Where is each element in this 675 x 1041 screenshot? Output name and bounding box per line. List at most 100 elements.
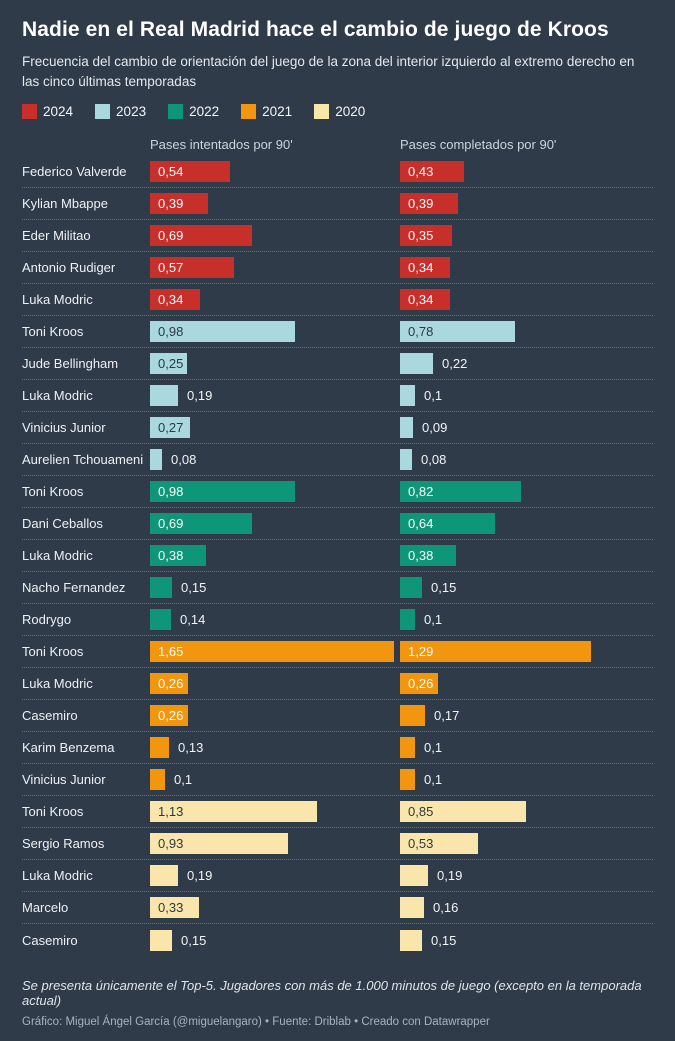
player-row: Toni Kroos 1,65 1,29 [22, 636, 653, 669]
player-name: Casemiro [22, 932, 78, 948]
bar-cell-intentados: 0,33 [150, 897, 400, 919]
bar-value-completados: 0,64 [408, 516, 434, 532]
bar-intentados [150, 705, 188, 727]
bar-cell-completados: 0,09 [400, 417, 653, 439]
bar-cell-completados: 0,26 [400, 673, 653, 695]
legend-swatch-icon [168, 104, 184, 120]
bar-value-intentados: 0,93 [158, 836, 184, 852]
bar-cell-completados: 0,15 [400, 577, 653, 599]
bar-completados [400, 513, 495, 535]
bar-completados [400, 897, 424, 919]
bar-cell-intentados: 0,57 [150, 257, 400, 279]
bar-cell-completados: 0,34 [400, 289, 653, 311]
bar-value-completados: 0,08 [421, 452, 447, 468]
chart-title: Nadie en el Real Madrid hace el cambio d… [22, 18, 609, 41]
bar-completados [400, 737, 415, 759]
bar-value-completados: 0,26 [408, 676, 434, 692]
bar-value-intentados: 0,69 [158, 228, 184, 244]
player-row: Luka Modric 0,26 0,26 [22, 668, 653, 701]
bar-chart: Federico Valverde 0,54 0,43 Kylian Mbappe 0,… [22, 156, 653, 956]
bar-value-completados: 0,15 [431, 580, 457, 596]
bar-cell-intentados: 0,98 [150, 481, 400, 503]
player-name: Toni Kroos [22, 484, 84, 500]
player-row: Casemiro 0,15 0,15 [22, 924, 653, 956]
bar-cell-intentados: 0,14 [150, 609, 400, 631]
player-name: Dani Ceballos [22, 516, 103, 532]
bar-cell-completados: 0,16 [400, 897, 653, 919]
bar-cell-intentados: 0,93 [150, 833, 400, 855]
player-name: Marcelo [22, 900, 69, 916]
legend-label: 2023 [116, 104, 147, 120]
bar-value-intentados: 0,38 [158, 548, 184, 564]
column-header-spacer [22, 137, 150, 152]
bar-value-completados: 0,09 [422, 420, 448, 436]
bar-intentados [150, 161, 230, 183]
legend-swatch-icon [314, 104, 330, 120]
bar-cell-completados: 0,43 [400, 161, 653, 183]
player-name: Antonio Rudiger [22, 260, 116, 276]
bar-intentados [150, 673, 188, 695]
bar-value-intentados: 0,98 [158, 484, 184, 500]
bar-completados [400, 225, 452, 247]
footnote: Se presenta únicamente el Top-5. Jugador… [22, 978, 642, 1009]
bar-cell-intentados: 0,13 [150, 737, 400, 759]
bar-value-intentados: 0,98 [158, 324, 184, 340]
player-name: Luka Modric [22, 548, 93, 564]
bar-intentados [150, 897, 199, 919]
player-name: Eder Militao [22, 228, 91, 244]
bar-intentados [150, 481, 295, 503]
bar-value-completados: 0,82 [408, 484, 434, 500]
credits: Gráfico: Miguel Ángel García (@miguelang… [22, 1016, 490, 1029]
bar-intentados [150, 865, 178, 887]
bar-intentados [150, 193, 208, 215]
legend-swatch-icon [95, 104, 111, 120]
player-row: Federico Valverde 0,54 0,43 [22, 156, 653, 189]
player-name: Casemiro [22, 708, 78, 724]
bar-cell-completados: 0,17 [400, 705, 653, 727]
bar-value-completados: 0,34 [408, 260, 434, 276]
bar-completados [400, 545, 456, 567]
bar-value-intentados: 0,34 [158, 292, 184, 308]
bar-cell-intentados: 1,65 [150, 641, 400, 663]
player-name: Luka Modric [22, 868, 93, 884]
bar-intentados [150, 385, 178, 407]
bar-intentados [150, 513, 252, 535]
bar-cell-intentados: 0,34 [150, 289, 400, 311]
bar-intentados [150, 225, 252, 247]
bar-value-intentados: 0,26 [158, 708, 184, 724]
bar-cell-completados: 0,82 [400, 481, 653, 503]
bar-intentados [150, 609, 171, 631]
bar-completados [400, 769, 415, 791]
player-name: Vinicius Junior [22, 420, 106, 436]
legend-item-2023: 2023 [95, 104, 147, 120]
column-header-completados: Pases completados por 90' [400, 137, 557, 153]
bar-completados [400, 449, 412, 471]
bar-completados [400, 417, 413, 439]
legend-item-2022: 2022 [168, 104, 219, 120]
bar-completados [400, 705, 425, 727]
bar-intentados [150, 769, 165, 791]
bar-cell-completados: 0,22 [400, 353, 653, 375]
player-row: Rodrygo 0,14 0,1 [22, 604, 653, 637]
bar-value-intentados: 0,14 [180, 612, 206, 628]
player-name: Toni Kroos [22, 804, 84, 820]
bar-cell-intentados: 0,39 [150, 193, 400, 215]
bar-cell-intentados: 1,13 [150, 801, 400, 823]
bar-completados [400, 161, 464, 183]
bar-value-completados: 0,78 [408, 324, 434, 340]
bar-value-completados: 0,1 [424, 612, 443, 628]
bar-cell-intentados: 0,26 [150, 705, 400, 727]
bar-completados [400, 673, 438, 695]
bar-cell-intentados: 0,1 [150, 769, 400, 791]
legend: 2024 2023 2022 2021 2020 [22, 104, 653, 120]
player-name: Jude Bellingham [22, 356, 119, 372]
bar-cell-completados: 0,53 [400, 833, 653, 855]
bar-completados [400, 193, 458, 215]
bar-cell-completados: 0,1 [400, 385, 653, 407]
bar-completados [400, 609, 415, 631]
player-row: Casemiro 0,26 0,17 [22, 700, 653, 733]
player-name: Luka Modric [22, 388, 93, 404]
player-name: Luka Modric [22, 676, 93, 692]
bar-value-completados: 0,19 [437, 868, 463, 884]
player-row: Toni Kroos 0,98 0,78 [22, 316, 653, 349]
